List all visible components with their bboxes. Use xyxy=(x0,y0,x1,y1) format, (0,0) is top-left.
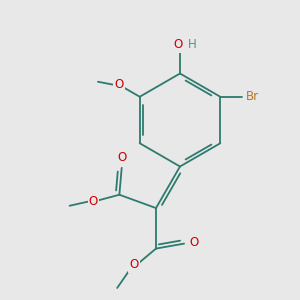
Text: O: O xyxy=(189,236,198,249)
Text: Br: Br xyxy=(246,90,259,103)
Text: O: O xyxy=(88,195,98,208)
Text: O: O xyxy=(114,78,124,91)
Text: O: O xyxy=(174,38,183,52)
Text: O: O xyxy=(118,152,127,164)
Text: O: O xyxy=(129,259,139,272)
Text: H: H xyxy=(188,38,197,51)
